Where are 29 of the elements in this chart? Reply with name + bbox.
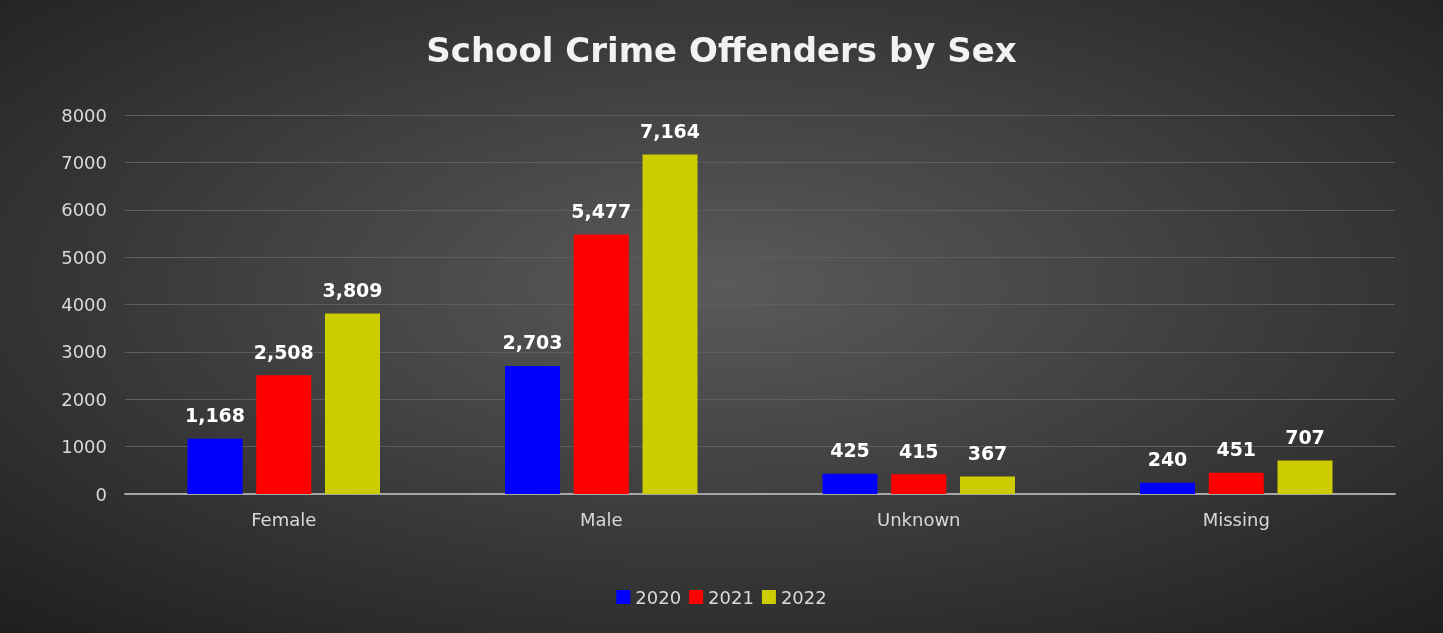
y-tick-label: 1000 <box>61 436 107 458</box>
data-label: 2,703 <box>502 331 563 354</box>
y-tick-label: 7000 <box>61 151 107 173</box>
data-label: 415 <box>898 439 939 462</box>
legend-label: 2021 <box>708 586 754 608</box>
data-label: 7,164 <box>639 120 701 143</box>
legend-label: 2022 <box>780 586 827 608</box>
data-label: 5,477 <box>571 200 632 223</box>
y-tick-label: 3000 <box>61 341 107 363</box>
x-tick-label: Male <box>579 508 623 530</box>
data-label: 240 <box>1147 448 1188 471</box>
y-tick-label: 6000 <box>61 199 107 221</box>
x-tick-label: Missing <box>1202 508 1270 530</box>
y-tick-label: 0 <box>95 483 107 505</box>
x-tick-label: Unknown <box>876 508 961 530</box>
data-label: 367 <box>967 442 1008 465</box>
y-tick-label: 8000 <box>61 104 107 126</box>
x-tick-label: Female <box>251 508 317 530</box>
data-label: 1,168 <box>184 404 246 427</box>
y-tick-label: 2000 <box>61 388 107 410</box>
data-label: 707 <box>1285 426 1325 449</box>
legend-label: 2020 <box>635 586 682 608</box>
data-label: 3,809 <box>322 279 383 302</box>
y-tick-label: 5000 <box>61 246 107 268</box>
y-tick-label: 4000 <box>61 294 107 315</box>
data-label: 425 <box>830 439 870 462</box>
data-label: 2,508 <box>253 340 314 363</box>
data-label: 451 <box>1216 438 1257 461</box>
chart-title: School Crime Offenders by Sex <box>426 30 1017 70</box>
